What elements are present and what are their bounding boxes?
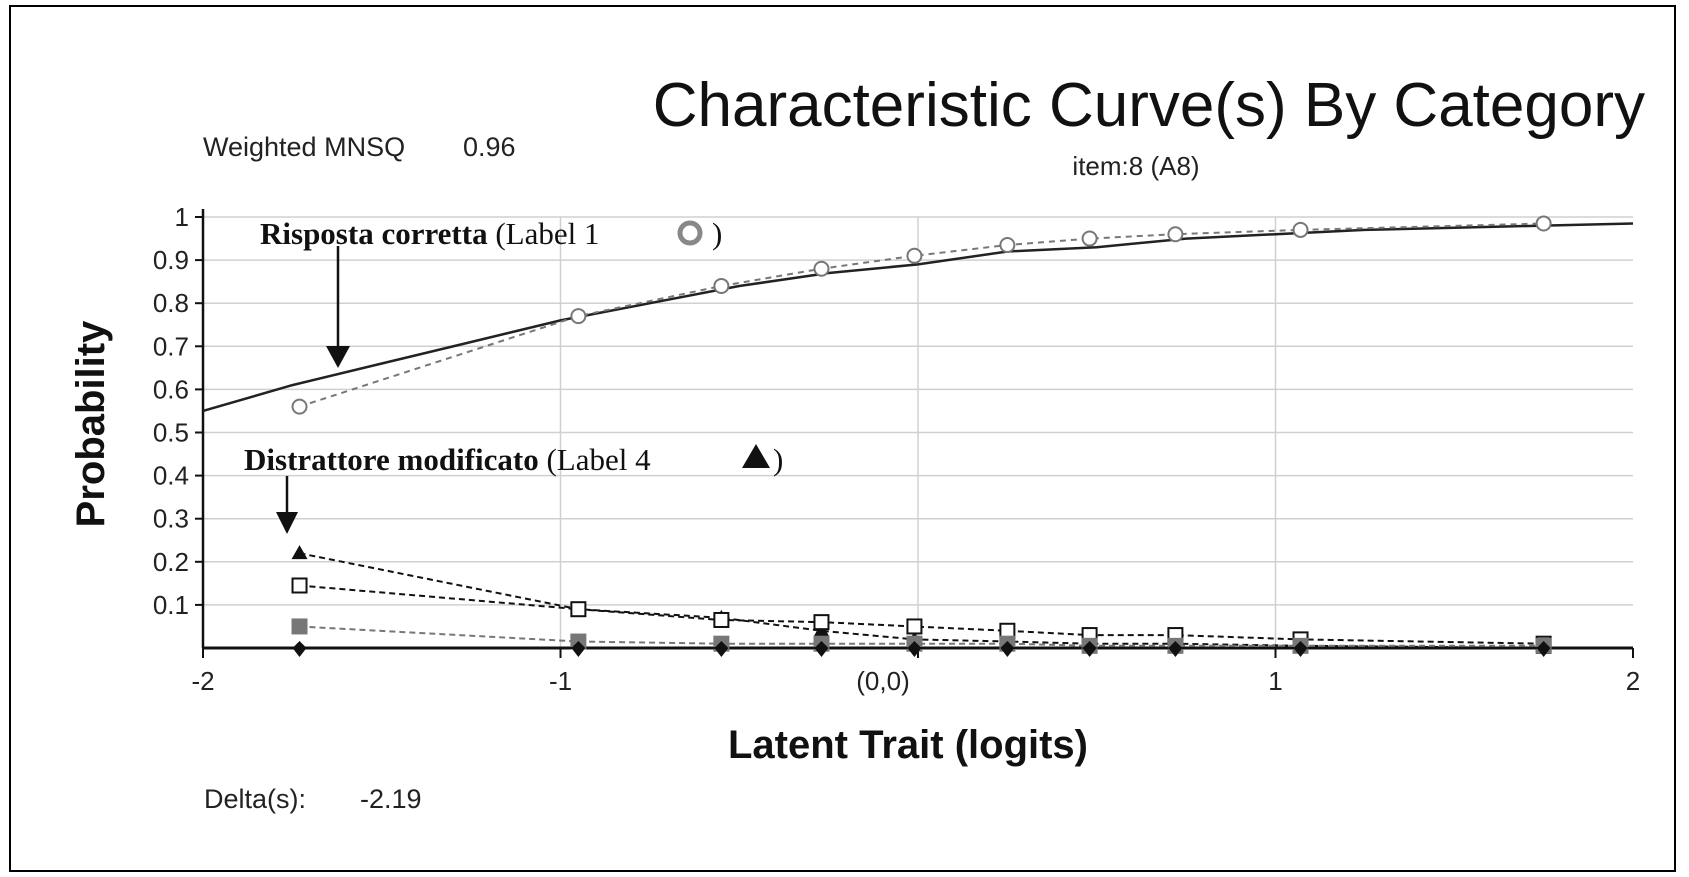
model-curve [202, 222, 1634, 413]
y-tick-label-9: 0.1 [153, 590, 189, 620]
annotation-distractor-arrow-icon [276, 512, 298, 534]
y-tick-label-2: 0.8 [153, 288, 189, 318]
y-axis-label: Probability [69, 320, 113, 527]
chart-title: Characteristic Curve(s) By Category [653, 71, 1645, 140]
series-square-open-point-2 [713, 611, 730, 628]
series-circle-point-9 [1535, 215, 1552, 232]
y-tick-label-4: 0.6 [153, 374, 189, 404]
triangle-marker-icon [742, 444, 770, 468]
series-diamond-point-5 [1000, 641, 1015, 657]
grid-lines [203, 216, 1633, 648]
y-tick-label-0: 1 [175, 202, 189, 232]
axes [195, 209, 1634, 658]
x-axis-label: Latent Trait (logits) [728, 723, 1088, 767]
chart-frame [9, 5, 1676, 872]
annotation-correct-label: (Label 1 [495, 216, 599, 251]
series-circle-point-1 [570, 308, 587, 325]
x-tick-label-3: 2 [1626, 666, 1640, 696]
x-tick-labels: -2 -1 1 2 [191, 666, 1640, 696]
series-circle [291, 215, 1552, 415]
series-diamond-point-4 [907, 641, 922, 657]
annotation-correct-close: ) [712, 216, 722, 251]
circle-marker-icon [677, 220, 703, 246]
series-square-filled-point-0 [291, 618, 308, 635]
x-tick-label-0: -2 [191, 666, 214, 696]
series-circle-point-8 [1292, 221, 1309, 238]
series-square-open-point-4 [906, 618, 923, 635]
annotation-distractor: Distrattore modificato (Label 4 [244, 442, 651, 477]
annotation-distractor-label: (Label 4 [546, 442, 651, 477]
series-square-open-line [299, 584, 1544, 645]
series-diamond-point-9 [1536, 641, 1551, 657]
series-circle-point-4 [906, 247, 923, 264]
series-diamond-point-3 [814, 641, 829, 657]
series-diamond-point-2 [714, 641, 729, 657]
x-tick-label-1: -1 [549, 666, 572, 696]
y-tick-label-3: 0.7 [153, 331, 189, 361]
series-circle-point-6 [1081, 230, 1098, 247]
y-tick-label-1: 0.9 [153, 245, 189, 275]
annotation-distractor-close: ) [773, 442, 783, 477]
series-square-open-point-3 [813, 614, 830, 631]
series-circle-line [299, 222, 1544, 408]
series-square-filled-line [299, 625, 1544, 647]
series-diamond-point-6 [1082, 641, 1097, 657]
delta-value: -2.19 [360, 784, 422, 814]
series-circle-point-0 [291, 398, 308, 415]
y-tick-labels: 1 0.9 0.8 0.7 0.6 0.5 0.4 0.3 0.2 0.1 [153, 202, 189, 620]
y-tick-label-8: 0.2 [153, 547, 189, 577]
weighted-mnsq-value: 0.96 [463, 132, 516, 162]
series-diamond-point-8 [1293, 641, 1308, 657]
weighted-mnsq-label: Weighted MNSQ [203, 132, 405, 162]
annotation-correct-arrow-icon [326, 346, 350, 368]
series-diamond-point-1 [571, 641, 586, 657]
chart-subtitle: item:8 (A8) [1072, 151, 1199, 181]
delta-label: Delta(s): [204, 784, 306, 814]
series-circle-point-2 [713, 277, 730, 294]
annotation-correct-main: Risposta corretta [260, 216, 488, 251]
y-tick-label-7: 0.3 [153, 504, 189, 534]
series-diamond-point-7 [1168, 641, 1183, 657]
series-triangle-point-0 [291, 545, 308, 560]
series-circle-point-5 [999, 237, 1016, 254]
series-triangle-line [299, 552, 1544, 649]
series-square-open-point-0 [291, 577, 308, 594]
origin-label: (0,0) [856, 666, 909, 696]
series-square-open-point-5 [999, 622, 1016, 639]
x-tick-label-2: 1 [1268, 666, 1282, 696]
series-square-open-point-1 [570, 601, 587, 618]
annotation-distractor-main: Distrattore modificato [244, 442, 539, 477]
series-diamond [292, 641, 1551, 657]
y-tick-label-6: 0.4 [153, 461, 189, 491]
model-curve-line [202, 222, 1634, 413]
annotation-correct: Risposta corretta (Label 1 [260, 216, 599, 251]
series-circle-point-7 [1167, 226, 1184, 243]
observed-series [291, 215, 1552, 657]
series-circle-point-3 [813, 260, 830, 277]
series-diamond-point-0 [292, 641, 307, 657]
y-tick-label-5: 0.5 [153, 418, 189, 448]
